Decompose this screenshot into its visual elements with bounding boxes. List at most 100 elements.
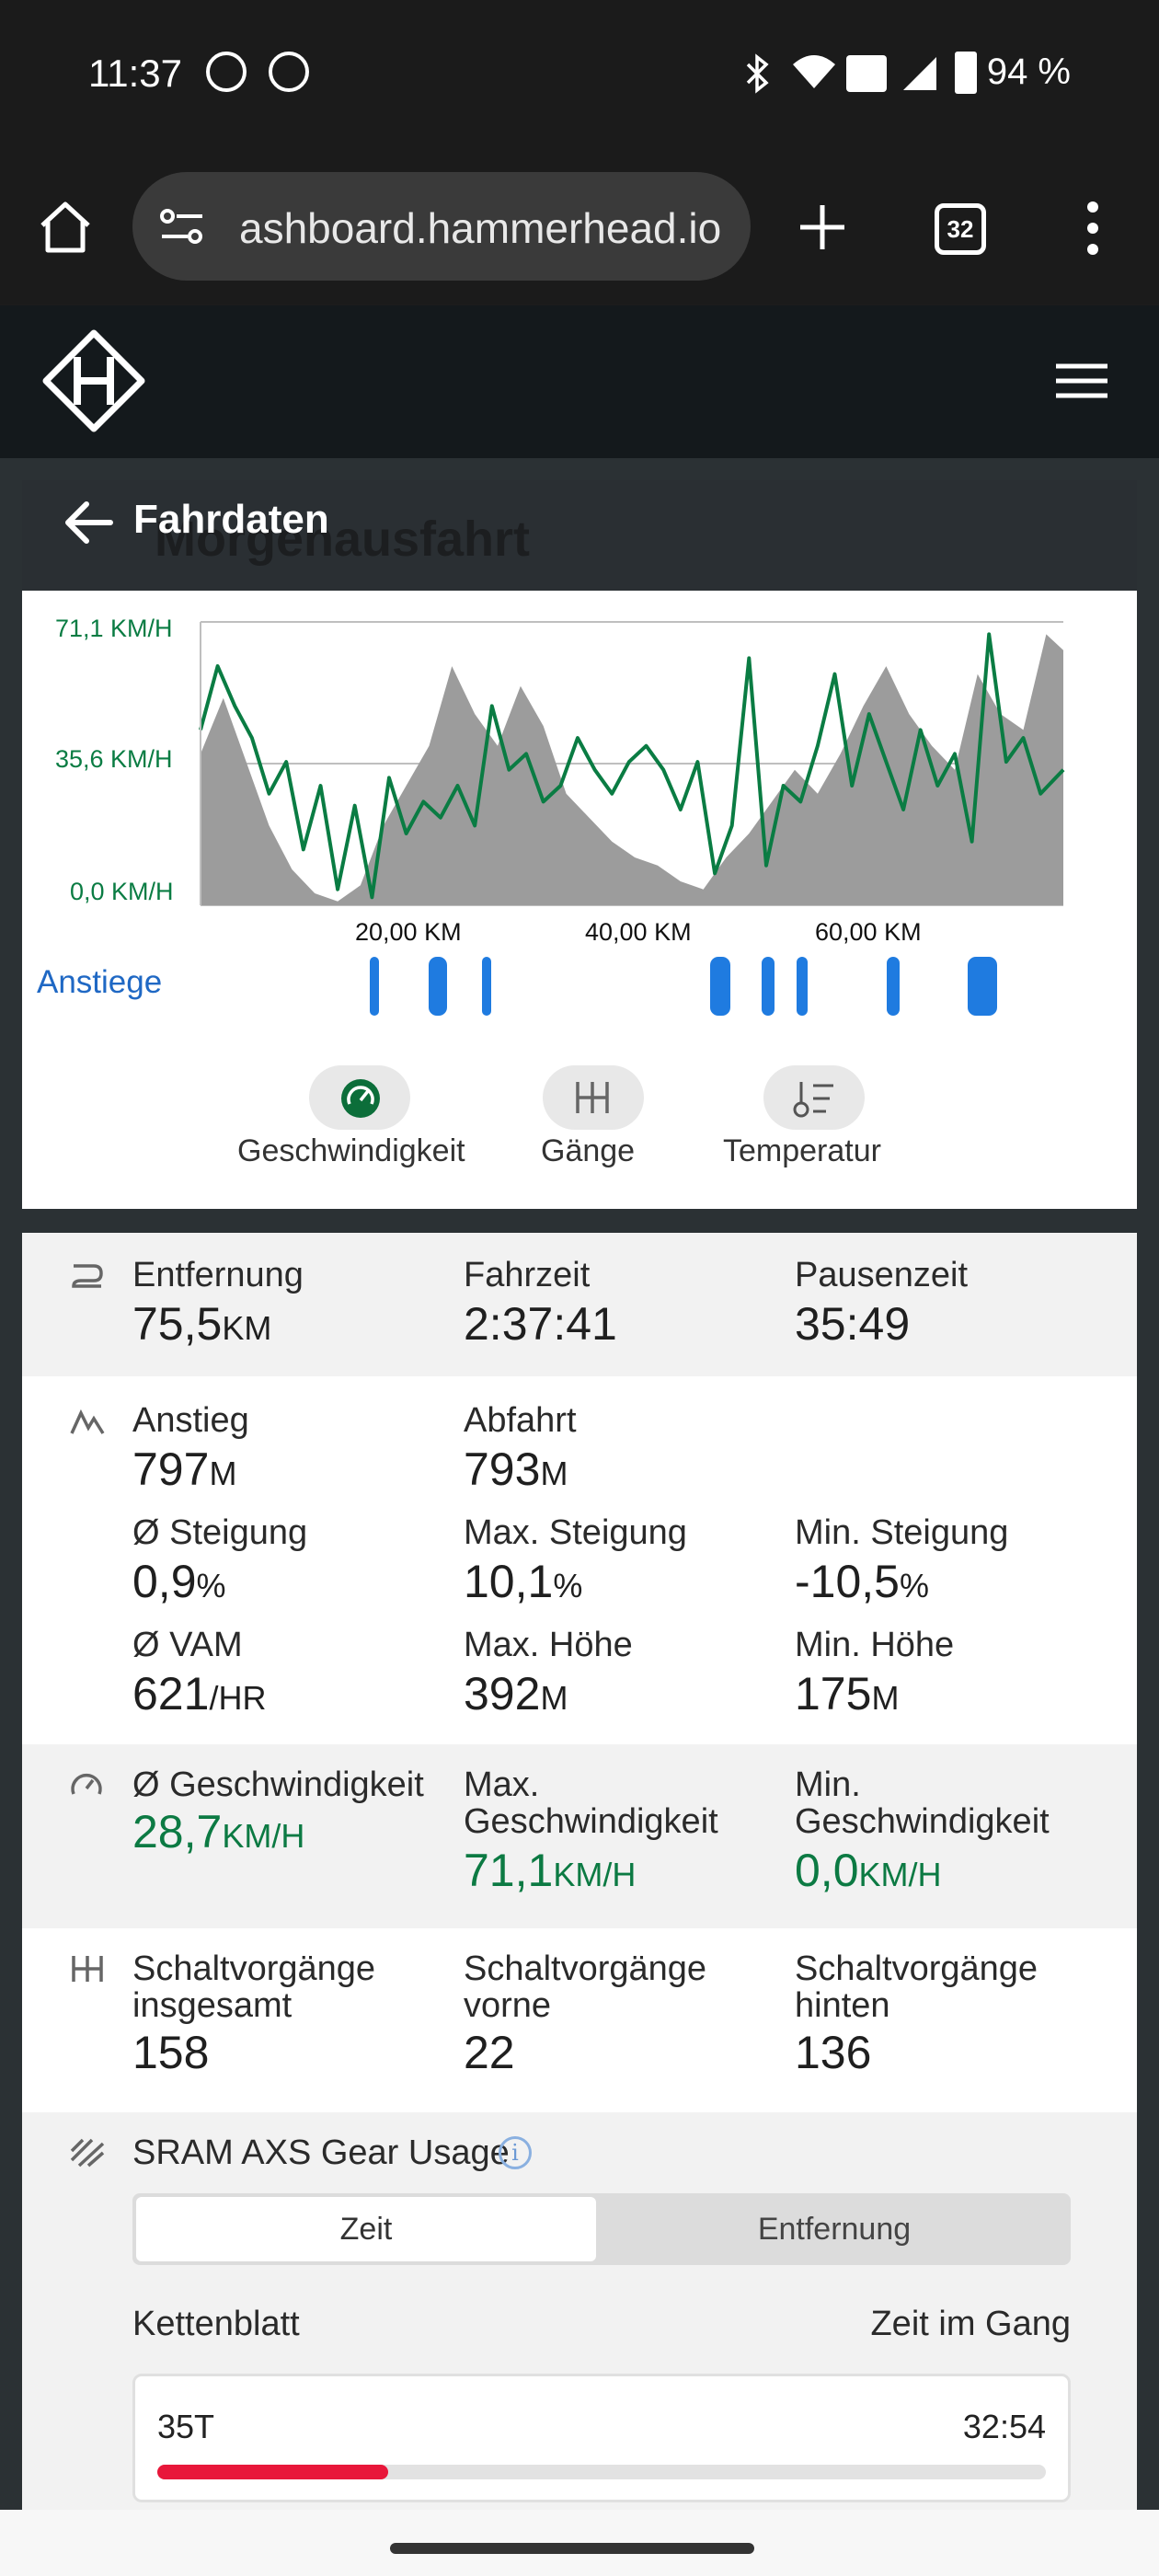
app-header (0, 305, 1159, 458)
toggle-gears[interactable] (543, 1065, 644, 1130)
x-tick-label: 20,00 KM (355, 918, 462, 946)
chainring-progress-fill (157, 2465, 389, 2479)
min-alt-value: 175M (795, 1668, 900, 1719)
avg-speed-label: Ø Geschwindigkeit (132, 1765, 424, 1804)
stats-card: Entfernung 75,5KM Fahrzeit 2:37:41 Pause… (22, 1233, 1137, 2510)
toggle-speed-label: Geschwindigkeit (237, 1133, 465, 1168)
chainring-progress-track (157, 2465, 1046, 2479)
min-speed-value: 0,0KM/H (795, 1845, 942, 1896)
browser-toolbar: ashboard.hammerhead.io 32 (0, 152, 1159, 304)
shifts-rear-label: Schaltvorgänge hinten (795, 1949, 1039, 2025)
climb-marker[interactable] (797, 957, 808, 1016)
ride-time-value: 2:37:41 (464, 1298, 617, 1350)
gesture-bar (0, 2510, 1159, 2576)
stats-row-speed: Ø Geschwindigkeit 28,7KM/H Max. Geschwind… (22, 1744, 1137, 1928)
back-arrow-icon[interactable] (63, 500, 114, 545)
climb-marker[interactable] (710, 957, 730, 1016)
y-tick-label: 0,0 KM/H (70, 878, 174, 905)
hammerhead-logo-icon[interactable] (42, 329, 145, 432)
hamburger-menu-icon[interactable] (1056, 362, 1107, 399)
signal-icon (903, 57, 936, 90)
speed-chart[interactable] (177, 609, 1073, 913)
min-speed-label: Min. Geschwindigkeit (795, 1765, 1050, 1841)
max-alt-label: Max. Höhe (464, 1626, 633, 1664)
max-alt-value: 392M (464, 1668, 568, 1719)
route-icon (72, 1264, 103, 1288)
check-circle-icon (269, 52, 309, 92)
gear-usage-toggle: Zeit Entfernung (132, 2193, 1071, 2265)
ascent-value: 797M (132, 1443, 237, 1495)
toggle-speed[interactable] (309, 1065, 410, 1130)
chainring-card: 35T 32:54 (132, 2374, 1071, 2502)
address-bar[interactable]: ashboard.hammerhead.io (132, 172, 751, 281)
descent-value: 793M (464, 1443, 568, 1495)
battery-icon (955, 52, 977, 94)
ascent-label: Anstieg (132, 1401, 249, 1440)
home-icon[interactable] (37, 200, 94, 255)
chainring-label: 35T (157, 2408, 215, 2445)
modal-title: Fahrdaten (133, 497, 329, 542)
climb-marker[interactable] (370, 957, 379, 1016)
min-grade-value: -10,5% (795, 1556, 929, 1607)
bluetooth-icon (746, 53, 769, 94)
gear-shift-icon (576, 1082, 609, 1113)
gear-shift-small-icon (72, 1956, 103, 1982)
shifts-front-label: Schaltvorgänge vorne (464, 1949, 707, 2025)
speed-line (199, 632, 1065, 900)
climbs-label: Anstiege (37, 964, 163, 1000)
toggle-temperature[interactable] (763, 1065, 865, 1130)
background-activity-title: Morgenausfahrt (155, 512, 531, 567)
shifts-rear-value: 136 (795, 2027, 872, 2078)
descent-label: Abfahrt (464, 1401, 577, 1440)
max-speed-value: 71,1KM/H (464, 1845, 637, 1896)
stats-row-elevation: Anstieg 797M Abfahrt 793M Ø Steigung 0,9… (22, 1376, 1137, 1744)
climb-marker[interactable] (968, 957, 997, 1016)
climb-marker[interactable] (762, 957, 775, 1016)
wifi-icon (793, 55, 835, 88)
max-grade-label: Max. Steigung (464, 1513, 687, 1552)
gear-usage-section: SRAM AXS Gear Usage i Zeit Entfernung Ke… (22, 2112, 1137, 2510)
avg-speed-value: 28,7KM/H (132, 1806, 305, 1857)
mountain-icon (70, 1409, 105, 1434)
whatsapp-icon (206, 52, 247, 92)
avg-grade-label: Ø Steigung (132, 1513, 308, 1552)
ride-time-label: Fahrzeit (464, 1256, 591, 1294)
climb-marker[interactable] (887, 957, 900, 1016)
battery-percent: 94 % (986, 52, 1071, 92)
min-alt-label: Min. Höhe (795, 1626, 955, 1664)
shifts-total-value: 158 (132, 2027, 210, 2078)
status-bar: 11:37 94 % (0, 0, 1159, 152)
temperature-icon (793, 1082, 833, 1118)
tab-switcher-button[interactable]: 32 (935, 203, 986, 255)
info-icon[interactable]: i (499, 2136, 532, 2169)
stats-row-shifts: Schaltvorgänge insgesamt 158 Schaltvorgän… (22, 1928, 1137, 2112)
max-speed-label: Max. Geschwindigkeit (464, 1765, 718, 1841)
tab-time[interactable]: Zeit (136, 2197, 596, 2261)
distance-value: 75,5KM (132, 1298, 272, 1350)
shifts-total-label: Schaltvorgänge insgesamt (132, 1949, 376, 2025)
more-menu-icon[interactable] (1082, 200, 1104, 257)
y-tick-label: 71,1 KM/H (55, 615, 173, 642)
distance-label: Entfernung (132, 1256, 304, 1294)
chainring-time: 32:54 (962, 2408, 1046, 2445)
elevation-area (201, 634, 1063, 905)
status-time: 11:37 (88, 52, 182, 95)
max-grade-value: 10,1% (464, 1556, 583, 1607)
site-settings-icon[interactable] (158, 207, 206, 247)
avg-grade-value: 0,9% (132, 1556, 226, 1607)
tab-distance[interactable]: Entfernung (757, 2212, 912, 2247)
chainring-column-label: Kettenblatt (132, 2305, 300, 2343)
gear-usage-title: SRAM AXS Gear Usage (132, 2133, 510, 2172)
url-text[interactable]: ashboard.hammerhead.io (239, 204, 722, 252)
stats-row-time: Entfernung 75,5KM Fahrzeit 2:37:41 Pause… (22, 1233, 1137, 1376)
speedometer-icon (341, 1079, 380, 1118)
x-tick-label: 60,00 KM (815, 918, 922, 946)
avg-vam-label: Ø VAM (132, 1626, 243, 1664)
gear-usage-icon (70, 2138, 105, 2168)
new-tab-icon[interactable] (798, 203, 846, 251)
climb-marker[interactable] (482, 957, 491, 1016)
time-in-gear-column-label: Zeit im Gang (870, 2305, 1071, 2343)
climb-marker[interactable] (429, 957, 447, 1016)
home-indicator[interactable] (390, 2543, 754, 2554)
avg-vam-value: 621/HR (132, 1668, 267, 1719)
